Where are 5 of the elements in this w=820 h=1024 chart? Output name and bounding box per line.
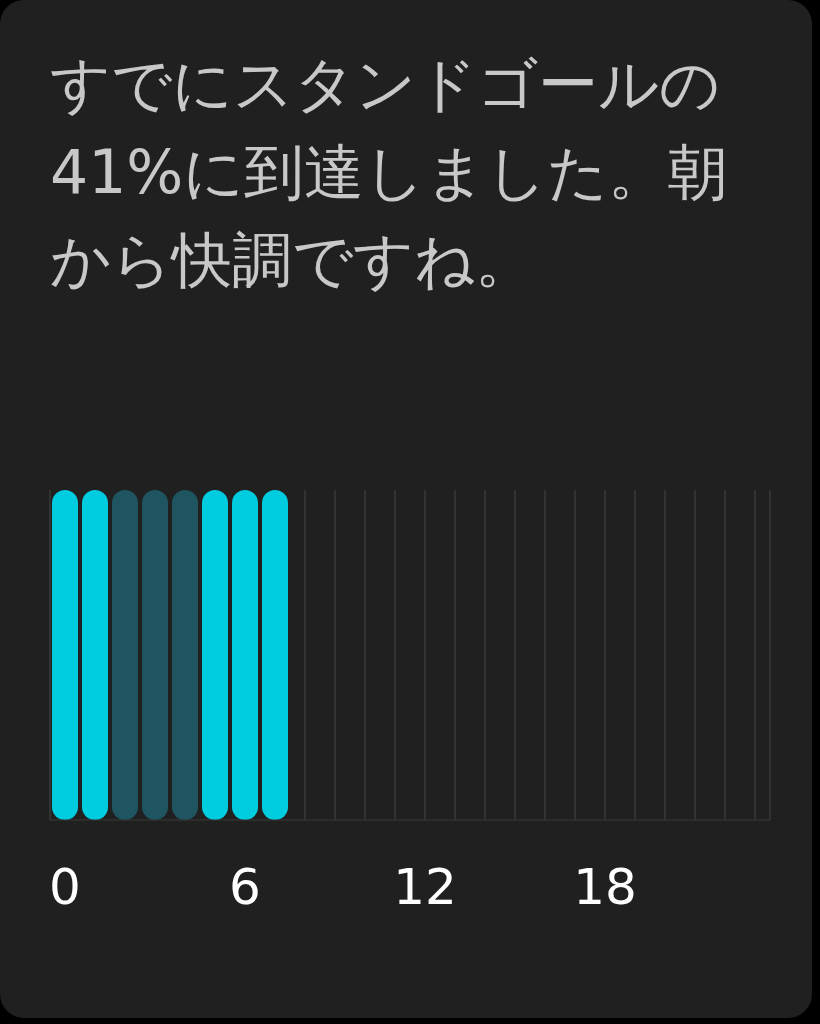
x-tick-label: 18 — [573, 857, 637, 916]
chart-title: すでにスタンドゴールの41%に到達しました。朝から快調ですね。 — [50, 48, 730, 297]
x-tick-label: 6 — [229, 857, 261, 916]
x-tick-label: 12 — [393, 857, 457, 916]
x-tick-label: 0 — [49, 857, 81, 916]
